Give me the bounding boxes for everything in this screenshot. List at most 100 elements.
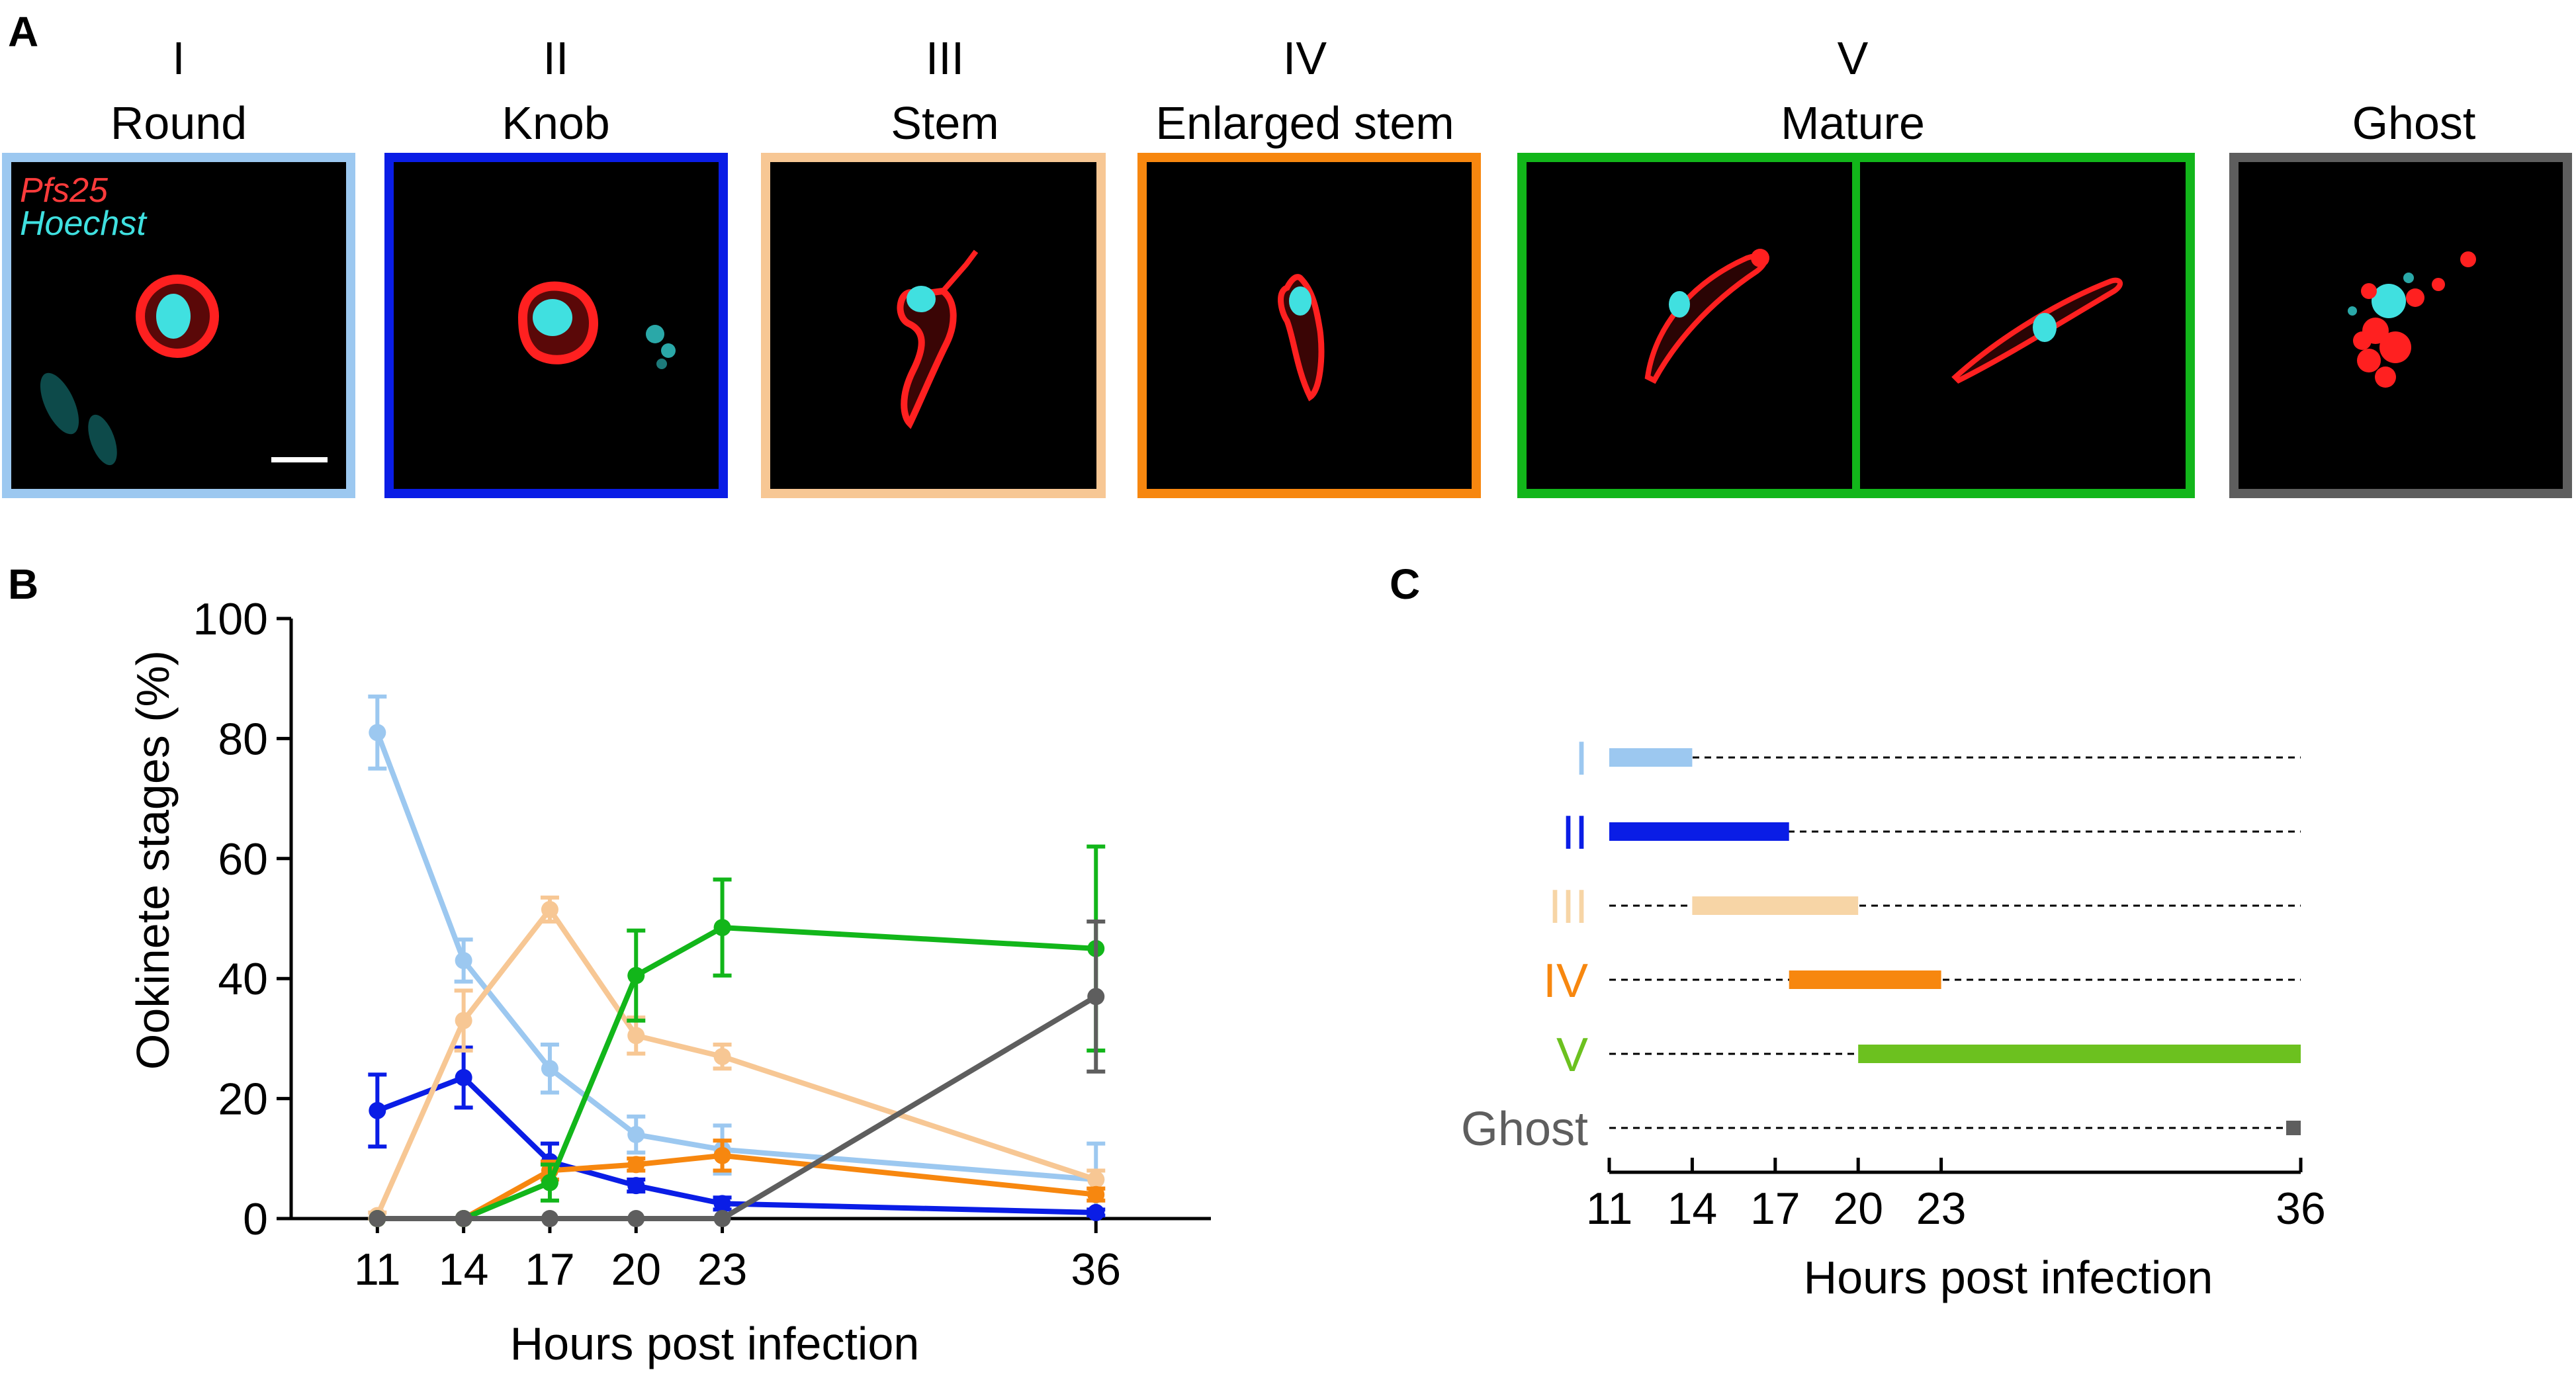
data-point — [1087, 1171, 1105, 1189]
chart-b: 0 20 40 60 80 100 11 14 17 20 23 36 Ookinete stages… — [127, 594, 1211, 1369]
timeline-row-i: I — [1575, 732, 2301, 785]
timeline-row-label: V — [1556, 1029, 1588, 1082]
data-point — [627, 1126, 645, 1144]
x-tick-label: 20 — [611, 1244, 661, 1295]
stain-pfs25-label: Pfs25 — [20, 171, 109, 210]
stage-iii-roman: III — [926, 32, 964, 84]
timeline-row-iv: IV — [1543, 955, 2301, 1008]
cell-enlarged-stem — [1278, 274, 1325, 402]
timeline-bar — [2286, 1121, 2301, 1135]
y-tick-label: 100 — [193, 594, 268, 644]
cell-stem — [897, 249, 979, 429]
stage-iv-roman: IV — [1283, 32, 1327, 84]
data-point — [541, 1060, 558, 1078]
timeline-bar — [1789, 970, 1941, 989]
y-tick-label: 40 — [218, 954, 268, 1004]
y-tick-label: 20 — [218, 1074, 268, 1125]
stage-i-name: Round — [111, 97, 247, 149]
x-tick-label: 36 — [2276, 1184, 2326, 1234]
data-point — [713, 1210, 731, 1227]
data-point — [1087, 988, 1105, 1006]
data-point — [1087, 1185, 1105, 1203]
chart-b-series — [368, 694, 1106, 1227]
cell-mature-1 — [1644, 249, 1769, 384]
panel-label-a: A — [8, 8, 38, 56]
stage-i-roman: I — [172, 32, 185, 84]
cell-knob — [517, 281, 676, 369]
stage-iv-name: Enlarged stem — [1155, 97, 1454, 149]
data-point — [369, 1210, 386, 1227]
chart-c-xlabel: Hours post infection — [1804, 1252, 2213, 1303]
timeline-row-label: II — [1562, 806, 1588, 859]
x-tick-label: 14 — [439, 1244, 489, 1295]
data-point — [455, 1210, 472, 1227]
stage-ii-name: Knob — [502, 97, 609, 149]
cell-ghost — [2348, 251, 2476, 388]
chart-b-xlabel: Hours post infection — [510, 1318, 920, 1369]
series-iii — [368, 895, 1106, 1225]
data-point — [455, 951, 472, 969]
y-tick-label: 80 — [218, 714, 268, 764]
data-point — [541, 1210, 558, 1227]
data-point — [713, 919, 731, 937]
data-point — [627, 1156, 645, 1174]
data-point — [369, 1101, 386, 1119]
series-ii — [368, 1045, 1106, 1221]
data-point — [541, 1174, 558, 1191]
panel-label-b: B — [8, 560, 38, 608]
data-point — [369, 724, 386, 742]
timeline-row-iii: III — [1548, 881, 2301, 933]
cell-round — [40, 275, 328, 466]
x-tick-label: 11 — [354, 1244, 401, 1295]
x-tick-label: 14 — [1667, 1184, 1718, 1234]
stage-iii-name: Stem — [891, 97, 999, 149]
x-tick-label: 36 — [1071, 1244, 1121, 1295]
series-line — [377, 994, 1098, 1221]
data-point — [627, 967, 645, 984]
x-tick-label: 23 — [1916, 1184, 1967, 1234]
series-ghost — [369, 920, 1106, 1227]
data-point — [541, 900, 558, 918]
x-tick-label: 17 — [1750, 1184, 1800, 1234]
data-point — [713, 1048, 731, 1066]
data-point — [627, 1177, 645, 1195]
timeline-row-ghost: Ghost — [1461, 1103, 2301, 1156]
data-point — [713, 1146, 731, 1164]
stain-hoechst-label: Hoechst — [20, 204, 148, 243]
series-line — [375, 731, 1096, 1183]
timeline-bar — [1609, 822, 1789, 841]
stage-v-roman: V — [1838, 32, 1869, 84]
timeline-row-label: IV — [1543, 955, 1588, 1008]
panel-label-c: C — [1390, 560, 1420, 608]
timeline-row-label: Ghost — [1461, 1103, 1588, 1156]
data-point — [455, 1012, 472, 1029]
timeline-row-ii: II — [1562, 806, 2301, 859]
timeline-bar — [1609, 748, 1693, 767]
stage-ii-roman: II — [543, 32, 569, 84]
timeline-bar — [1692, 896, 1859, 915]
stage-v-name: Mature — [1781, 97, 1925, 149]
series-i — [368, 694, 1106, 1218]
chart-c-axis: 11 14 17 20 23 36 — [1586, 1158, 2326, 1234]
series-line — [375, 906, 1097, 1217]
chart-b-ylabel: Ookinete stages (%) — [127, 650, 179, 1070]
micrograph-ghost — [2229, 153, 2572, 498]
timeline-row-label: III — [1548, 881, 1588, 933]
series-line — [376, 1074, 1096, 1215]
x-tick-label: 20 — [1833, 1184, 1883, 1234]
x-tick-label: 17 — [525, 1244, 575, 1295]
panel-a: I Round II Knob III Stem IV Enlarged ste… — [2, 32, 2572, 498]
x-tick-label: 11 — [1586, 1184, 1633, 1234]
data-point — [1087, 1203, 1105, 1221]
timeline-row-label: I — [1575, 732, 1588, 785]
stage-ghost-name: Ghost — [2352, 97, 2476, 149]
data-point — [627, 1027, 645, 1045]
y-tick-label: 60 — [218, 834, 268, 884]
data-point — [627, 1210, 645, 1227]
x-tick-label: 23 — [697, 1244, 748, 1295]
data-point — [455, 1068, 472, 1086]
timeline-row-v: V — [1556, 1029, 2301, 1082]
